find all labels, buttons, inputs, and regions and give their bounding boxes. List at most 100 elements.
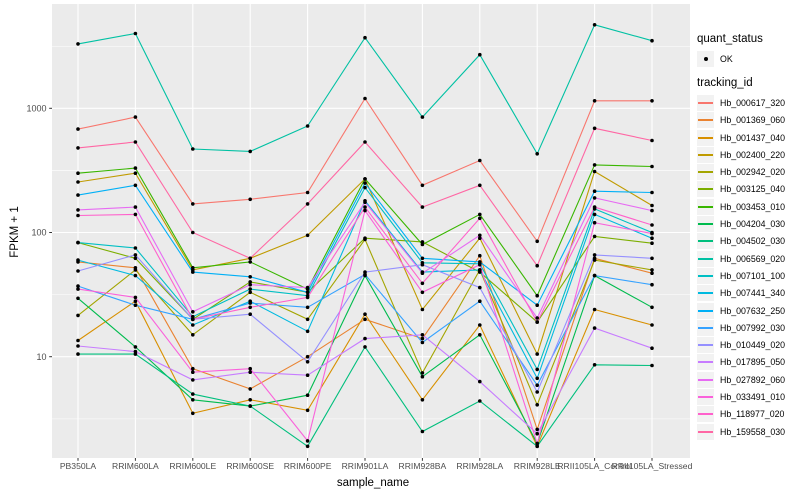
x-tick-label: RRIM928LA xyxy=(456,461,503,471)
data-point xyxy=(248,398,252,402)
legend-item-label: Hb_010449_020 xyxy=(720,340,786,351)
y-tick-label: 10 xyxy=(36,352,46,362)
data-point xyxy=(191,323,195,327)
data-point xyxy=(76,146,80,150)
series-color-swatch-icon xyxy=(698,240,713,243)
data-point xyxy=(248,149,252,154)
legend-key-box xyxy=(697,388,714,405)
data-point xyxy=(305,295,310,300)
data-point xyxy=(592,212,597,217)
data-point xyxy=(592,205,597,209)
legend-title-quant-status: quant_status xyxy=(697,33,763,45)
data-point xyxy=(305,360,310,364)
data-point xyxy=(592,196,597,200)
series-color-swatch-icon xyxy=(698,101,713,104)
legend-item-label: Hb_001437_040 xyxy=(720,132,786,143)
legend-entries: Hb_000617_320 Hb_001369_060 Hb_001437_040 H… xyxy=(697,94,799,440)
data-point xyxy=(305,285,310,290)
data-point xyxy=(478,333,482,337)
x-axis-title: sample_name xyxy=(336,477,410,489)
data-point xyxy=(76,240,80,245)
data-point xyxy=(363,317,367,322)
data-point xyxy=(535,431,539,436)
data-point xyxy=(76,344,80,348)
data-point xyxy=(133,205,138,209)
data-point xyxy=(650,241,654,245)
data-point xyxy=(191,230,195,235)
data-point xyxy=(133,31,138,36)
data-point xyxy=(535,444,539,449)
data-point xyxy=(305,444,310,449)
data-point xyxy=(363,200,367,205)
legend-spacer xyxy=(697,67,799,77)
series-color-swatch-icon xyxy=(698,344,713,347)
data-point xyxy=(248,366,252,371)
data-point xyxy=(248,287,252,291)
data-point xyxy=(478,268,482,272)
data-point xyxy=(305,439,310,443)
data-point xyxy=(305,317,310,322)
legend-item-label: Hb_002400_220 xyxy=(720,149,786,160)
data-point xyxy=(76,352,80,356)
data-point xyxy=(592,169,597,174)
data-point xyxy=(420,371,425,375)
data-point xyxy=(478,52,482,57)
data-point xyxy=(363,345,367,349)
data-point xyxy=(305,124,310,128)
legend-key-box xyxy=(697,319,714,336)
data-point xyxy=(248,280,252,284)
data-point xyxy=(592,163,597,167)
data-point xyxy=(535,152,539,156)
data-point xyxy=(478,285,482,290)
data-point xyxy=(535,263,539,268)
data-point xyxy=(420,271,425,276)
x-tick-label: RRIM600LA xyxy=(112,461,159,471)
data-point xyxy=(420,262,425,267)
data-point xyxy=(478,216,482,221)
data-point xyxy=(420,281,425,286)
y-tick-label: 100 xyxy=(31,228,46,238)
data-point xyxy=(76,193,80,197)
data-point xyxy=(535,403,539,407)
data-point xyxy=(76,338,80,343)
data-point xyxy=(535,367,539,372)
data-point xyxy=(191,202,195,206)
data-point xyxy=(650,268,654,272)
legend-item: Hb_010449_020 xyxy=(697,336,799,354)
data-point xyxy=(191,333,195,337)
data-point xyxy=(535,293,539,298)
data-point xyxy=(305,290,310,295)
data-point xyxy=(650,236,654,240)
data-point xyxy=(478,183,482,188)
data-point xyxy=(191,398,195,402)
data-point xyxy=(133,303,138,308)
data-point xyxy=(133,295,138,300)
data-point xyxy=(420,429,425,434)
legend-item: Hb_027892_060 xyxy=(697,371,799,388)
data-point xyxy=(650,271,654,276)
series-color-swatch-icon xyxy=(698,395,713,398)
data-point xyxy=(363,236,367,240)
data-point xyxy=(592,258,597,262)
data-point xyxy=(535,427,539,432)
legend: quant_status OK tracking_id Hb_000617_32… xyxy=(697,33,799,440)
data-point xyxy=(420,340,425,345)
legend-item-label: Hb_003453_010 xyxy=(720,201,786,212)
data-point xyxy=(76,287,80,291)
x-tick-label: PB350LA xyxy=(60,461,97,471)
data-point xyxy=(650,323,654,327)
x-tick-label: RRIM600LE xyxy=(169,461,216,471)
legend-key-box xyxy=(697,267,714,284)
legend-key-box xyxy=(697,181,714,198)
data-point xyxy=(478,260,482,264)
data-point xyxy=(133,115,138,119)
data-point xyxy=(592,363,597,367)
series-color-swatch-icon xyxy=(698,326,713,329)
data-point xyxy=(363,270,367,274)
data-point xyxy=(76,213,80,218)
data-point xyxy=(478,262,482,267)
legend-key-box xyxy=(697,112,714,129)
legend-key-box xyxy=(697,216,714,233)
data-point xyxy=(592,273,597,278)
data-point xyxy=(420,183,425,188)
